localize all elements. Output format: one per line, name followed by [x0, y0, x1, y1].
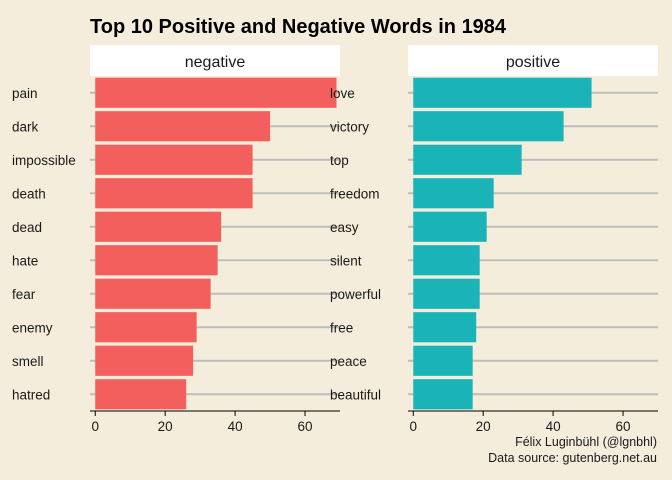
bar-positive-victory [413, 111, 564, 142]
category-label-hatred: hatred [12, 387, 50, 402]
category-label-enemy: enemy [12, 320, 53, 335]
bar-negative-fear [95, 278, 211, 309]
bar-negative-dead [95, 211, 222, 242]
caption-source: Data source: gutenberg.net.au [488, 451, 657, 465]
bar-negative-impossible [95, 144, 253, 175]
panels: negative pain dark impossible death dead hate f… [12, 45, 658, 434]
category-label-easy: easy [330, 220, 359, 235]
category-label-pain: pain [12, 86, 38, 101]
bar-negative-hate [95, 245, 218, 276]
x-tick-label: 0 [409, 419, 417, 434]
bar-positive-beautiful [413, 379, 473, 410]
category-label-fear: fear [12, 287, 36, 302]
category-label-powerful: powerful [330, 287, 381, 302]
bar-negative-enemy [95, 312, 197, 343]
bar-positive-silent [413, 245, 480, 276]
strip-negative [90, 45, 340, 76]
x-tick-label: 20 [476, 419, 491, 434]
x-tick-label: 60 [616, 419, 631, 434]
category-label-peace: peace [330, 354, 367, 369]
bar-negative-hatred [95, 379, 187, 410]
panel-negative: negative pain dark impossible death dead hate f… [12, 45, 340, 434]
bar-positive-easy [413, 211, 487, 242]
category-label-death: death [12, 186, 46, 201]
x-tick-label: 40 [228, 419, 243, 434]
category-label-silent: silent [330, 253, 362, 268]
bar-positive-powerful [413, 278, 480, 309]
category-label-beautiful: beautiful [330, 387, 381, 402]
bar-negative-dark [95, 111, 271, 142]
bar-positive-freedom [413, 178, 494, 209]
bar-positive-top [413, 144, 522, 175]
category-label-free: free [330, 320, 353, 335]
category-label-top: top [330, 153, 349, 168]
strip-label-negative: negative [185, 54, 246, 71]
bar-negative-pain [95, 77, 337, 108]
x-tick-label: 0 [91, 419, 99, 434]
category-label-love: love [330, 86, 355, 101]
category-label-smell: smell [12, 354, 44, 369]
x-tick-label: 60 [298, 419, 313, 434]
category-label-freedom: freedom [330, 186, 380, 201]
bar-positive-love [413, 77, 592, 108]
category-label-hate: hate [12, 253, 38, 268]
category-label-impossible: impossible [12, 153, 76, 168]
category-label-victory: victory [330, 119, 369, 134]
caption-credit: Félix Luginbühl (@lgnbhl) [515, 435, 657, 449]
x-tick-label: 40 [546, 419, 561, 434]
bar-positive-peace [413, 345, 473, 376]
chart-title: Top 10 Positive and Negative Words in 19… [90, 16, 507, 38]
x-tick-label: 20 [158, 419, 173, 434]
strip-label-positive: positive [506, 54, 560, 71]
bar-negative-death [95, 178, 253, 209]
strip-positive [408, 45, 658, 76]
bar-positive-free [413, 312, 477, 343]
category-label-dead: dead [12, 220, 42, 235]
bar-negative-smell [95, 345, 194, 376]
panel-positive: positive love victory top freedom easy silent p… [330, 45, 658, 434]
category-label-dark: dark [12, 119, 39, 134]
